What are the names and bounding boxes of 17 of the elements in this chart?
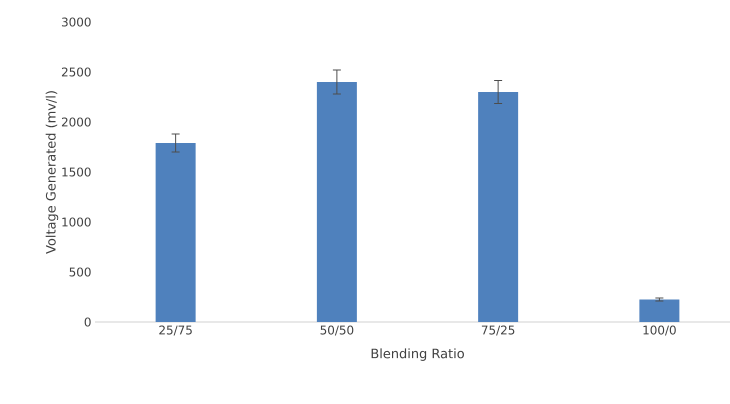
- y-tick-label: 0: [84, 317, 91, 327]
- x-tick-label: 100/0: [643, 326, 676, 336]
- y-tick-label: 2000: [62, 117, 91, 127]
- y-axis-title: Voltage Generated (mv/l): [46, 91, 58, 254]
- x-axis-title: Blending Ratio: [372, 348, 464, 361]
- y-tick-label: 2500: [62, 67, 91, 77]
- y-tick-label: 1000: [62, 217, 91, 227]
- y-tick-label: 1500: [62, 167, 91, 177]
- bar: [478, 92, 518, 322]
- y-tick-label: 500: [70, 267, 91, 277]
- bar: [316, 82, 357, 322]
- x-tick-label: 50/50: [320, 326, 354, 336]
- y-tick-label: 3000: [62, 17, 91, 27]
- x-tick-label: 75/25: [482, 326, 514, 336]
- x-tick-label: 25/75: [159, 326, 192, 336]
- bar: [639, 300, 680, 322]
- bar: [156, 143, 196, 322]
